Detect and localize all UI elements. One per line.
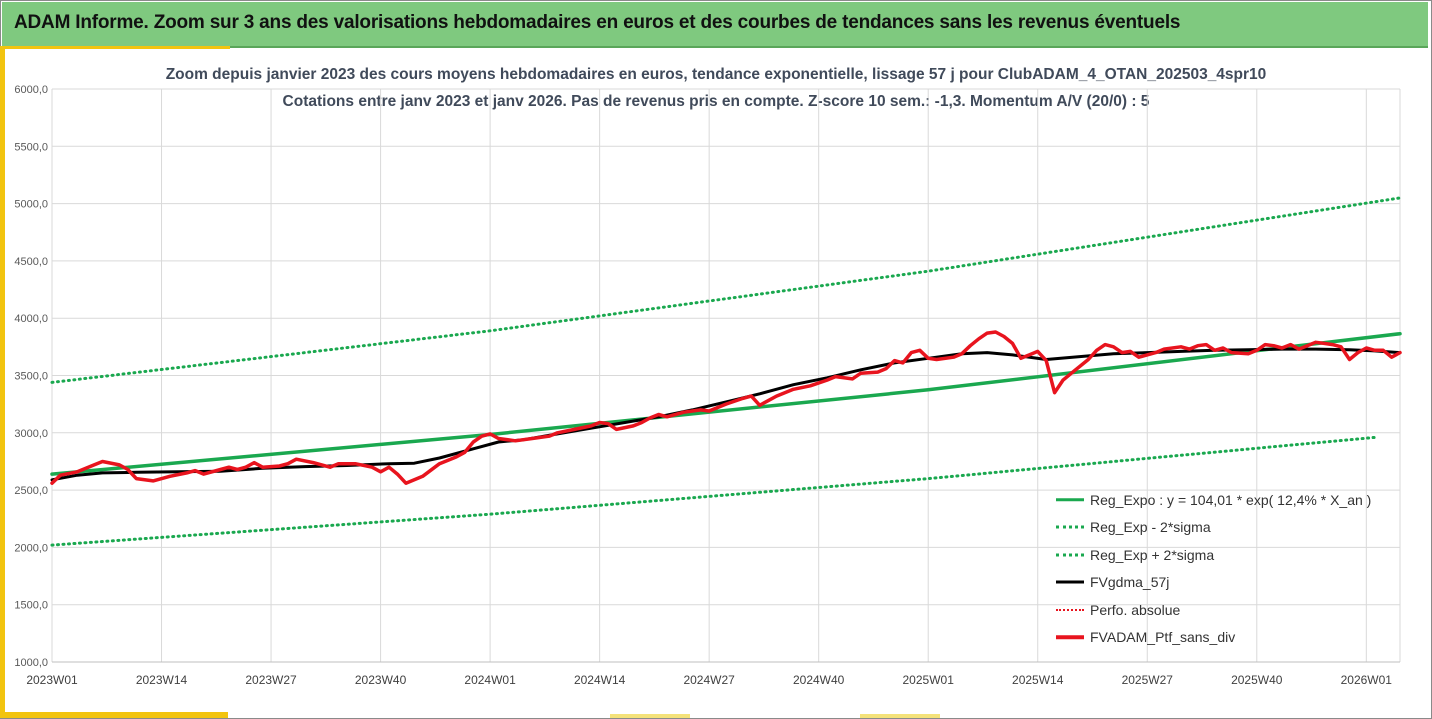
chart-legend: Reg_Expo : y = 104,01 * exp( 12,4% * X_a… <box>1048 486 1388 651</box>
accent-bar-bottom-2 <box>610 714 690 718</box>
legend-label: Reg_Exp + 2*sigma <box>1090 546 1215 563</box>
y-tick-label: 2000,0 <box>14 542 48 554</box>
x-tick-label: 2023W14 <box>136 673 188 687</box>
report-banner: ADAM Informe. Zoom sur 3 ans des valoris… <box>2 2 1428 48</box>
x-tick-label: 2025W01 <box>903 673 955 687</box>
legend-swatch-line <box>1056 553 1084 557</box>
legend-label: Reg_Exp - 2*sigma <box>1090 519 1211 536</box>
chart-subtitle: Cotations entre janv 2023 et janv 2026. … <box>282 93 1150 110</box>
legend-swatch-line <box>1056 580 1084 584</box>
legend-swatch-line <box>1056 525 1084 529</box>
banner-title: ADAM Informe. Zoom sur 3 ans des valoris… <box>14 12 1181 33</box>
y-tick-label: 2500,0 <box>14 485 48 497</box>
legend-swatch <box>1056 631 1084 643</box>
legend-swatch <box>1056 549 1084 561</box>
x-tick-label: 2023W40 <box>355 673 407 687</box>
legend-item: Reg_Exp - 2*sigma <box>1048 514 1388 542</box>
accent-bar-top <box>2 46 230 49</box>
y-tick-label: 5500,0 <box>14 141 48 153</box>
series-line-fvadam-ptf-sans-div <box>50 330 1402 485</box>
legend-swatch-line <box>1056 635 1084 639</box>
legend-label: FVgdma_57j <box>1090 574 1170 591</box>
legend-swatch <box>1056 604 1084 616</box>
x-tick-label: 2024W01 <box>464 673 516 687</box>
accent-bar-bottom-3 <box>860 714 940 718</box>
legend-label: Perfo. absolue <box>1090 601 1181 618</box>
x-tick-label: 2024W14 <box>574 673 626 687</box>
y-tick-label: 1000,0 <box>14 657 48 669</box>
x-tick-label: 2025W27 <box>1122 673 1174 687</box>
accent-bar-left <box>0 46 5 716</box>
y-tick-label: 1500,0 <box>14 600 48 612</box>
legend-label: FVADAM_Ptf_sans_div <box>1090 629 1236 646</box>
legend-swatch <box>1056 521 1084 533</box>
accent-bar-bottom <box>0 712 228 718</box>
legend-item: FVgdma_57j <box>1048 569 1388 597</box>
y-tick-label: 5000,0 <box>14 199 48 211</box>
x-tick-label: 2024W27 <box>683 673 735 687</box>
legend-swatch-line <box>1056 498 1084 502</box>
series-line-reg-exp-2-sigma <box>50 196 1402 384</box>
legend-item: Reg_Exp + 2*sigma <box>1048 541 1388 569</box>
legend-swatch-line <box>1056 608 1084 611</box>
y-tick-label: 6000,0 <box>14 84 48 96</box>
y-tick-label: 3500,0 <box>14 371 48 383</box>
chart-title: Zoom depuis janvier 2023 des cours moyen… <box>165 66 1267 83</box>
x-tick-label: 2026W01 <box>1341 673 1393 687</box>
legend-item: Reg_Expo : y = 104,01 * exp( 12,4% * X_a… <box>1048 486 1388 514</box>
x-tick-label: 2025W40 <box>1231 673 1283 687</box>
y-tick-label: 3000,0 <box>14 428 48 440</box>
series-line-reg-exp-2-sigma <box>50 435 1377 547</box>
x-tick-label: 2024W40 <box>793 673 845 687</box>
legend-label: Reg_Expo : y = 104,01 * exp( 12,4% * X_a… <box>1090 491 1372 508</box>
legend-swatch <box>1056 494 1084 506</box>
legend-swatch <box>1056 576 1084 588</box>
y-tick-label: 4500,0 <box>14 256 48 268</box>
legend-item: Perfo. absolue <box>1048 596 1388 624</box>
x-tick-label: 2025W14 <box>1012 673 1064 687</box>
legend-item: FVADAM_Ptf_sans_div <box>1048 624 1388 652</box>
series-line-fvgdma-57j <box>50 347 1402 482</box>
x-tick-label: 2023W01 <box>26 673 78 687</box>
y-tick-label: 4000,0 <box>14 313 48 325</box>
x-tick-label: 2023W27 <box>245 673 297 687</box>
